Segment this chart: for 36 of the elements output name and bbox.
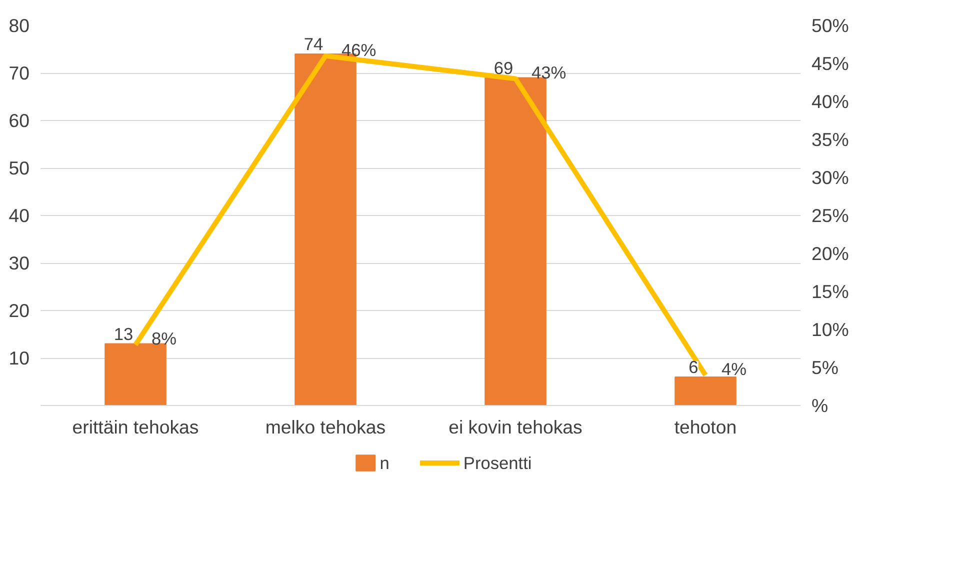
y2-tick-label: % bbox=[812, 395, 828, 416]
x-tick-label: erittäin tehokas bbox=[72, 416, 199, 438]
y2-tick-label: 35% bbox=[812, 129, 849, 150]
data-label: 74 bbox=[304, 34, 324, 54]
y-tick-label: 50 bbox=[8, 158, 30, 178]
data-label: 13 bbox=[114, 324, 134, 344]
y-tick-label: 70 bbox=[8, 62, 30, 84]
x-tick-label: ei kovin tehokas bbox=[448, 416, 582, 438]
data-label: 6 bbox=[688, 357, 698, 377]
x-tick-label: melko tehokas bbox=[265, 416, 386, 438]
y2-tick-label: 25% bbox=[812, 205, 849, 226]
legend-label: Prosentti bbox=[463, 453, 532, 473]
data-label: 43% bbox=[532, 62, 566, 83]
y2-tick-label: 20% bbox=[812, 243, 849, 264]
y2-tick-label: 40% bbox=[812, 91, 849, 112]
bar bbox=[104, 343, 166, 406]
y2-tick-label: 10% bbox=[812, 319, 849, 340]
y2-tick-label: 5% bbox=[812, 357, 838, 378]
y-tick-label: 40 bbox=[8, 205, 30, 226]
x-tick-label: tehoton bbox=[674, 416, 737, 438]
y2-tick-label: 50% bbox=[812, 15, 849, 36]
data-label: 4% bbox=[722, 359, 747, 380]
y2-tick-label: 30% bbox=[812, 167, 849, 188]
y-tick-label: 30 bbox=[8, 252, 30, 274]
y-tick-label: 10 bbox=[8, 348, 30, 368]
y2-tick-label: 15% bbox=[812, 281, 849, 302]
y-tick-label: 20 bbox=[8, 300, 30, 321]
y2-tick-label: 45% bbox=[812, 53, 849, 74]
y-tick-label: 60 bbox=[8, 110, 30, 131]
data-label: 46% bbox=[342, 40, 376, 60]
data-label: 8% bbox=[152, 328, 177, 349]
bar bbox=[674, 376, 736, 406]
bar bbox=[484, 77, 546, 406]
legend-label: n bbox=[380, 453, 390, 473]
data-label: 69 bbox=[494, 58, 514, 78]
y-tick-label: 80 bbox=[8, 15, 30, 36]
